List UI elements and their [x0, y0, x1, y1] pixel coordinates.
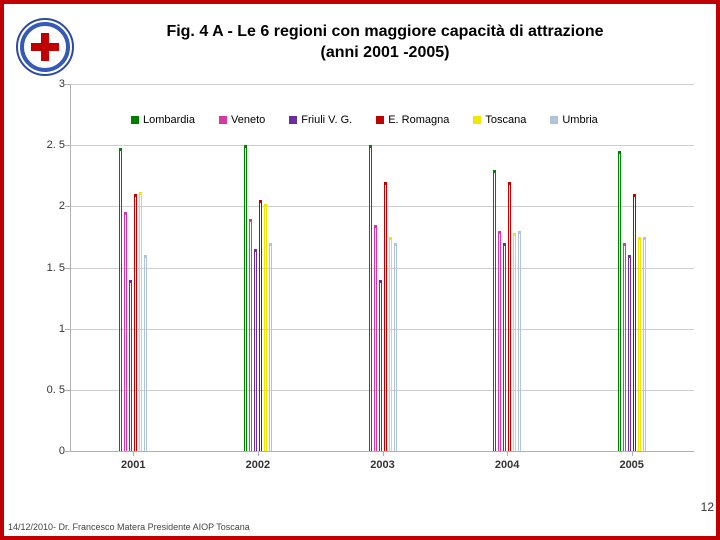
- y-tick: [65, 390, 71, 391]
- x-tick: [258, 451, 259, 456]
- bar: [379, 280, 382, 451]
- bar: [493, 170, 496, 451]
- bar: [394, 243, 397, 451]
- bar: [384, 182, 387, 451]
- x-axis-label: 2002: [246, 459, 270, 471]
- page-number: 12: [701, 500, 714, 514]
- bar: [244, 145, 247, 451]
- bar: [628, 255, 631, 451]
- bar: [269, 243, 272, 451]
- bar: [144, 255, 147, 451]
- bar: [518, 231, 521, 451]
- bar: [374, 225, 377, 451]
- bar: [623, 243, 626, 451]
- x-tick: [133, 451, 134, 456]
- bar: [498, 231, 501, 451]
- plot-area: LombardiaVenetoFriuli V. G.E. RomagnaTos…: [70, 84, 694, 452]
- legend-label: Lombardia: [143, 114, 195, 126]
- y-tick: [65, 451, 71, 452]
- bar: [259, 200, 262, 451]
- bar-cluster: [369, 84, 397, 451]
- chart-title: Fig. 4 A - Le 6 regioni con maggiore cap…: [84, 22, 686, 64]
- bar: [254, 249, 257, 451]
- bar: [134, 194, 137, 451]
- y-axis-label: 2: [59, 200, 65, 212]
- legend: LombardiaVenetoFriuli V. G.E. RomagnaTos…: [131, 114, 694, 126]
- y-tick: [65, 329, 71, 330]
- y-axis-label: 1. 5: [47, 262, 65, 274]
- x-axis-label: 2001: [121, 459, 145, 471]
- legend-label: E. Romagna: [388, 114, 449, 126]
- bar: [389, 237, 392, 451]
- bar: [618, 151, 621, 451]
- y-axis-label: 2. 5: [47, 139, 65, 151]
- bar: [129, 280, 132, 451]
- y-axis-label: 3: [59, 78, 65, 90]
- legend-item: Friuli V. G.: [289, 114, 352, 126]
- bar: [513, 233, 516, 451]
- y-axis-label: 1: [59, 323, 65, 335]
- legend-swatch: [289, 116, 297, 124]
- bar: [249, 219, 252, 451]
- y-tick: [65, 268, 71, 269]
- legend-swatch: [473, 116, 481, 124]
- slide: Fig. 4 A - Le 6 regioni con maggiore cap…: [0, 0, 720, 540]
- footer-text: 14/12/2010- Dr. Francesco Matera Preside…: [8, 522, 250, 532]
- bar: [264, 204, 267, 451]
- legend-swatch: [550, 116, 558, 124]
- legend-item: Umbria: [550, 114, 597, 126]
- y-tick: [65, 145, 71, 146]
- bar: [139, 192, 142, 451]
- x-tick: [383, 451, 384, 456]
- bar-cluster: [119, 84, 147, 451]
- title-line-2: (anni 2001 -2005): [321, 44, 450, 61]
- x-axis-label: 2003: [370, 459, 394, 471]
- bar-chart: LombardiaVenetoFriuli V. G.E. RomagnaTos…: [44, 84, 694, 476]
- bar: [508, 182, 511, 451]
- y-tick: [65, 84, 71, 85]
- bar: [503, 243, 506, 451]
- bar-cluster: [244, 84, 272, 451]
- y-axis-label: 0: [59, 445, 65, 457]
- organization-logo: [16, 18, 74, 76]
- y-tick: [65, 206, 71, 207]
- legend-label: Friuli V. G.: [301, 114, 352, 126]
- bar-cluster: [618, 84, 646, 451]
- bar: [638, 237, 641, 451]
- x-axis-label: 2005: [619, 459, 643, 471]
- legend-label: Umbria: [562, 114, 597, 126]
- bar: [124, 212, 127, 451]
- x-axis-label: 2004: [495, 459, 519, 471]
- bar: [369, 145, 372, 451]
- x-tick: [507, 451, 508, 456]
- bar: [633, 194, 636, 451]
- bar: [119, 148, 122, 451]
- bar: [643, 237, 646, 451]
- bar-cluster: [493, 84, 521, 451]
- x-tick: [632, 451, 633, 456]
- title-line-1: Fig. 4 A - Le 6 regioni con maggiore cap…: [166, 23, 603, 40]
- y-axis-label: 0. 5: [47, 384, 65, 396]
- legend-swatch: [219, 116, 227, 124]
